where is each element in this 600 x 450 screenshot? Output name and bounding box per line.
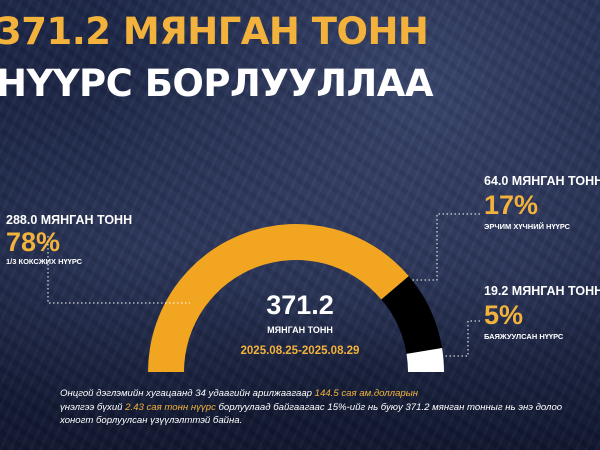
coking-amount: 288.0 МЯНГАН ТОНН	[6, 213, 133, 227]
total-unit: МЯНГАН ТОНН	[267, 325, 333, 335]
description-highlight-1: 144.5 сая ам.долларын	[314, 388, 419, 399]
connector-washed	[440, 320, 480, 357]
description-part-2: үнэлгээ бүхий	[60, 401, 126, 413]
title-line-1: 371.2 МЯНГАН ТОНН	[0, 10, 429, 53]
coking-percent: 78%	[6, 227, 61, 257]
gauge-center: 371.2 МЯНГАН ТОНН 2025.08.25-2025.08.29	[205, 290, 395, 357]
gauge-segment-2	[381, 276, 443, 354]
connector-lines	[47, 213, 480, 357]
total-value: 371.2	[266, 290, 334, 320]
washed-percent: 5%	[484, 300, 524, 330]
date-range: 2025.08.25-2025.08.29	[240, 345, 360, 357]
description-text: Онцгой дэглэмийн хугацаанд 34 удаагийн а…	[60, 387, 580, 428]
connector-thermal	[410, 213, 480, 281]
label-thermal: 64.0 МЯНГАН ТОНН 17% ЭРЧИМ ХҮЧНИЙ НҮҮРС	[484, 174, 600, 231]
thermal-percent: 17%	[484, 190, 539, 220]
washed-category: БАЯЖУУЛСАН НҮҮРС	[484, 332, 564, 341]
page-title: 371.2 МЯНГАН ТОНН НҮҮРС БОРЛУУЛЛАА	[0, 10, 434, 106]
description-part-1: Онцгой дэглэмийн хугацаанд 34 удаагийн а…	[60, 388, 315, 399]
thermal-amount: 64.0 МЯНГАН ТОНН	[484, 174, 600, 188]
label-coking: 288.0 МЯНГАН ТОНН 78% 1/3 КОКСЖИХ НҮҮРС	[6, 213, 132, 266]
washed-amount: 19.2 МЯНГАН ТОНН	[484, 284, 600, 298]
label-washed: 19.2 МЯНГАН ТОНН 5% БАЯЖУУЛСАН НҮҮРС	[484, 284, 600, 341]
thermal-category: ЭРЧИМ ХҮЧНИЙ НҮҮРС	[484, 222, 571, 231]
gauge-arcs	[148, 223, 445, 372]
description-highlight-2: 2.43 сая тонн нүүрс	[125, 401, 216, 413]
title-line-2: НҮҮРС БОРЛУУЛЛАА	[0, 62, 434, 105]
coking-category: 1/3 КОКСЖИХ НҮҮРС	[6, 257, 83, 266]
description-part-3: борлуулаад байгаагаас 15%-ийг нь буюу 37…	[60, 401, 563, 427]
gauge-segment-3	[406, 348, 445, 372]
gauge-segment-1	[148, 223, 409, 372]
